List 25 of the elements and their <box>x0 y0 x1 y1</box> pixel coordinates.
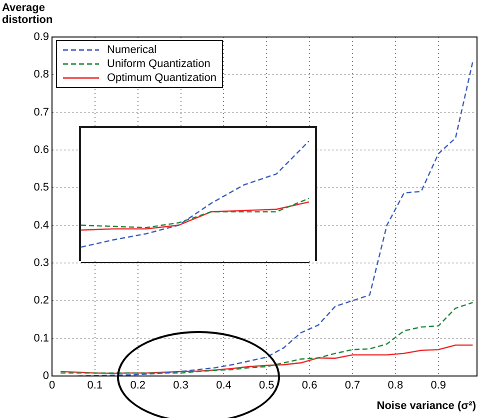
legend-label: Uniform Quantization <box>107 57 210 71</box>
x-tick-label: 0.3 <box>173 380 188 392</box>
x-tick-label: 0.6 <box>302 380 318 392</box>
legend-label: Optimum Quantization <box>107 71 216 85</box>
x-tick-label: 0.1 <box>87 380 103 392</box>
legend-label: Numerical <box>107 43 157 57</box>
y-tick-label: 0 <box>42 370 49 382</box>
y-tick-label: 0.8 <box>34 68 49 81</box>
y-tick-label: 0.4 <box>34 219 49 232</box>
y-tick-label: 0.5 <box>34 182 49 194</box>
y-axis-title: Average distortion <box>2 2 54 26</box>
x-axis-title: Noise variance (σ²) <box>376 400 476 412</box>
x-tick-label: 0.5 <box>259 380 274 392</box>
x-tick-label: 0.4 <box>216 380 232 392</box>
x-tick-label: 0.7 <box>344 380 360 392</box>
y-tick-label: 0.9 <box>34 31 49 44</box>
x-tick-label: 0.8 <box>388 380 404 392</box>
y-tick-label: 0.1 <box>34 332 49 344</box>
y-tick-label: 0.7 <box>34 106 49 118</box>
y-tick-label: 0.3 <box>34 257 49 270</box>
x-tick-label: 0.9 <box>430 380 446 392</box>
y-tick-label: 0.2 <box>34 294 49 307</box>
x-tick-label: 0.2 <box>130 380 146 392</box>
line-series <box>60 302 474 374</box>
y-tick-label: 0.6 <box>34 144 49 156</box>
